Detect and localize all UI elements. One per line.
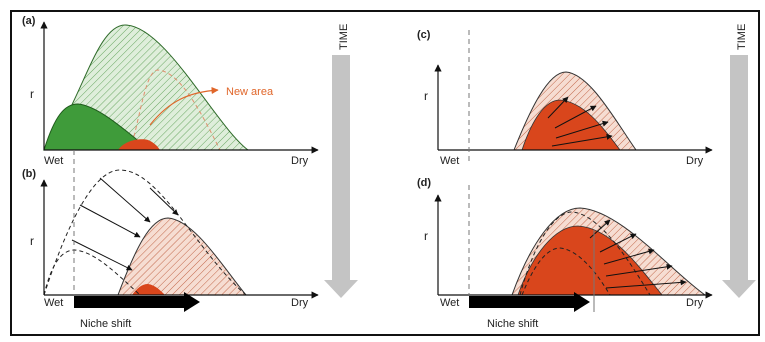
panel-b-niche-shift-arrow [74,292,200,312]
time-label-right: TIME [736,24,748,50]
panel-d-label: (d) [417,177,431,189]
panel-a-x-left-label: Wet [44,155,63,167]
panel-b-x-right-label: Dry [291,297,309,309]
panel-a-new-area-label: New area [226,86,274,98]
time-arrow-left-shape [324,55,358,298]
panel-b-shift-arrow-3 [99,177,151,223]
panel-a-x-right-label: Dry [291,155,309,167]
panel-d-niche-shift-label: Niche shift [487,318,538,330]
panel-d-niche-shift-arrow [469,292,590,312]
panel-d-x-left-label: Wet [440,297,459,309]
time-arrow-right-shape [722,55,756,298]
panel-d-y-label: r [424,229,428,243]
panel-a: (a) New area r Wet Dry [22,15,319,195]
panel-a-label: (a) [22,15,36,27]
panel-d-previous-core-dashed [521,247,611,296]
panel-a-y-label: r [30,87,34,101]
panel-d-expansion-arrow-1 [589,219,611,239]
time-arrow-left: TIME [324,24,358,298]
panel-b-x-left-label: Wet [44,297,63,309]
panel-d-expansion-arrow-5 [605,279,687,289]
panel-b-shifted-range [117,217,248,296]
panel-d-expansion-arrow-2 [599,233,637,253]
time-arrow-right: TIME [722,24,756,298]
panel-b-original-core-dashed [43,249,141,296]
panel-c: (c) r Wet Dry [417,29,713,167]
panel-b-shifted-core [132,284,165,295]
panel-b-niche-shift-label: Niche shift [80,318,131,330]
panel-d-x-right-label: Dry [686,297,704,309]
figure-frame [10,10,760,336]
panel-b: (b) r Wet Dry Niche shift [22,168,319,330]
panel-c-x-left-label: Wet [440,155,459,167]
panel-d-previous-range-dashed [519,211,651,296]
panel-a-new-area-dashed [129,69,221,151]
panel-d: (d) r Wet Dry Niche shift [417,177,713,330]
panel-c-expansion-arrow-2 [554,105,597,129]
panel-c-expansion-arrow-3 [555,120,609,139]
panel-c-label: (c) [417,29,431,41]
panel-c-expansion-arrow-4 [551,133,613,147]
panel-b-original-range-dashed [43,169,247,296]
panel-a-new-area-arrow [149,86,219,126]
panel-d-expansion-arrow-4 [605,263,673,277]
panel-b-shift-arrow-2 [71,239,133,271]
panel-a-new-area-patch [118,139,160,150]
panel-d-inner-range [517,225,663,296]
panel-c-expansion-arrow-1 [547,96,569,119]
panel-b-shift-arrow-4 [149,187,179,216]
panel-c-x-right-label: Dry [686,155,704,167]
panel-b-label: (b) [22,168,36,180]
panel-b-y-label: r [30,234,34,248]
panel-b-shift-arrow-1 [79,204,141,238]
panel-d-expansion-arrow-3 [603,248,655,265]
time-label-left: TIME [338,24,350,50]
panel-c-y-label: r [424,89,428,103]
